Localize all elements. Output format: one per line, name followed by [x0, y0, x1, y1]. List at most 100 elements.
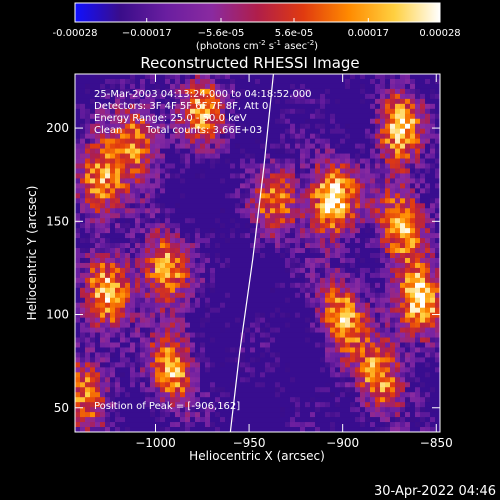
heatmap-cell: [405, 352, 411, 358]
heatmap-cell: [200, 198, 206, 204]
heatmap-cell: [390, 158, 396, 164]
heatmap-cell: [90, 332, 96, 338]
heatmap-cell: [320, 233, 326, 239]
heatmap-cell: [170, 272, 176, 279]
heatmap-cell: [365, 337, 371, 343]
heatmap-cell: [125, 297, 131, 304]
heatmap-cell: [180, 302, 186, 309]
heatmap-cell: [195, 248, 201, 254]
heatmap-cell: [240, 377, 246, 383]
heatmap-cell: [100, 402, 106, 408]
heatmap-cell: [125, 108, 131, 115]
heatmap-cell: [405, 193, 411, 199]
heatmap-cell: [395, 422, 401, 428]
heatmap-cell: [260, 407, 266, 413]
heatmap-cell: [210, 322, 216, 328]
heatmap-cell: [240, 188, 246, 194]
heatmap-cell: [165, 203, 171, 209]
heatmap-cell: [155, 292, 161, 299]
heatmap-cell: [185, 402, 191, 408]
heatmap-cell: [205, 93, 211, 100]
heatmap-cell: [355, 327, 361, 333]
heatmap-cell: [340, 128, 346, 135]
heatmap-cell: [375, 173, 381, 179]
heatmap-cell: [255, 267, 261, 274]
heatmap-cell: [85, 183, 91, 189]
heatmap-cell: [315, 238, 321, 244]
heatmap-cell: [185, 243, 191, 249]
heatmap-cell: [315, 218, 321, 224]
heatmap-cell: [110, 113, 116, 120]
heatmap-cell: [115, 337, 121, 343]
heatmap-cell: [380, 193, 386, 199]
heatmap-cell: [335, 332, 341, 338]
heatmap-cell: [180, 223, 186, 229]
heatmap-cell: [80, 78, 86, 85]
heatmap-cell: [115, 108, 121, 115]
heatmap-cell: [115, 282, 121, 289]
heatmap-cell: [155, 372, 161, 378]
heatmap-cell: [170, 238, 176, 244]
heatmap-cell: [155, 387, 161, 393]
heatmap-cell: [75, 83, 81, 90]
heatmap-cell: [165, 103, 171, 110]
heatmap-cell: [175, 223, 181, 229]
heatmap-cell: [165, 287, 171, 294]
heatmap-cell: [140, 83, 146, 90]
heatmap-cell: [380, 342, 386, 348]
heatmap-cell: [105, 123, 111, 130]
heatmap-cell: [320, 198, 326, 204]
heatmap-cell: [280, 392, 286, 398]
heatmap-cell: [215, 282, 221, 289]
heatmap-cell: [150, 138, 156, 145]
heatmap-cell: [195, 113, 201, 120]
heatmap-cell: [155, 93, 161, 100]
heatmap-cell: [255, 138, 261, 145]
heatmap-cell: [400, 123, 406, 130]
heatmap-cell: [145, 327, 151, 333]
heatmap-cell: [325, 74, 331, 80]
heatmap-cell: [345, 198, 351, 204]
heatmap-cell: [375, 213, 381, 219]
heatmap-cell: [200, 218, 206, 224]
heatmap-cell: [195, 183, 201, 189]
heatmap-cell: [270, 372, 276, 378]
heatmap-cell: [90, 387, 96, 393]
heatmap-cell: [105, 223, 111, 229]
heatmap-cell: [365, 178, 371, 184]
heatmap-cell: [365, 113, 371, 120]
heatmap-cell: [280, 138, 286, 145]
heatmap-cell: [320, 297, 326, 304]
heatmap-cell: [250, 427, 256, 433]
heatmap-cell: [160, 407, 166, 413]
heatmap-cell: [175, 257, 181, 264]
heatmap-cell: [355, 133, 361, 140]
heatmap-cell: [240, 262, 246, 269]
heatmap-cell: [375, 238, 381, 244]
heatmap-cell: [105, 178, 111, 184]
heatmap-cell: [240, 108, 246, 115]
heatmap-cell: [350, 213, 356, 219]
heatmap-cell: [220, 347, 226, 353]
heatmap-cell: [170, 397, 176, 403]
heatmap-cell: [390, 218, 396, 224]
heatmap-cell: [250, 203, 256, 209]
heatmap-cell: [405, 133, 411, 140]
heatmap-cell: [235, 427, 241, 433]
heatmap-cell: [195, 307, 201, 314]
heatmap-cell: [90, 412, 96, 418]
heatmap-cell: [155, 297, 161, 304]
heatmap-cell: [245, 322, 251, 328]
heatmap-cell: [145, 233, 151, 239]
heatmap-cell: [315, 208, 321, 214]
heatmap-cell: [280, 98, 286, 105]
heatmap-cell: [220, 163, 226, 169]
heatmap-cell: [380, 178, 386, 184]
heatmap-cell: [355, 98, 361, 105]
heatmap-cell: [335, 248, 341, 254]
heatmap-cell: [225, 233, 231, 239]
heatmap-cell: [340, 407, 346, 413]
heatmap-cell: [340, 362, 346, 368]
heatmap-cell: [380, 417, 386, 423]
heatmap-cell: [320, 332, 326, 338]
